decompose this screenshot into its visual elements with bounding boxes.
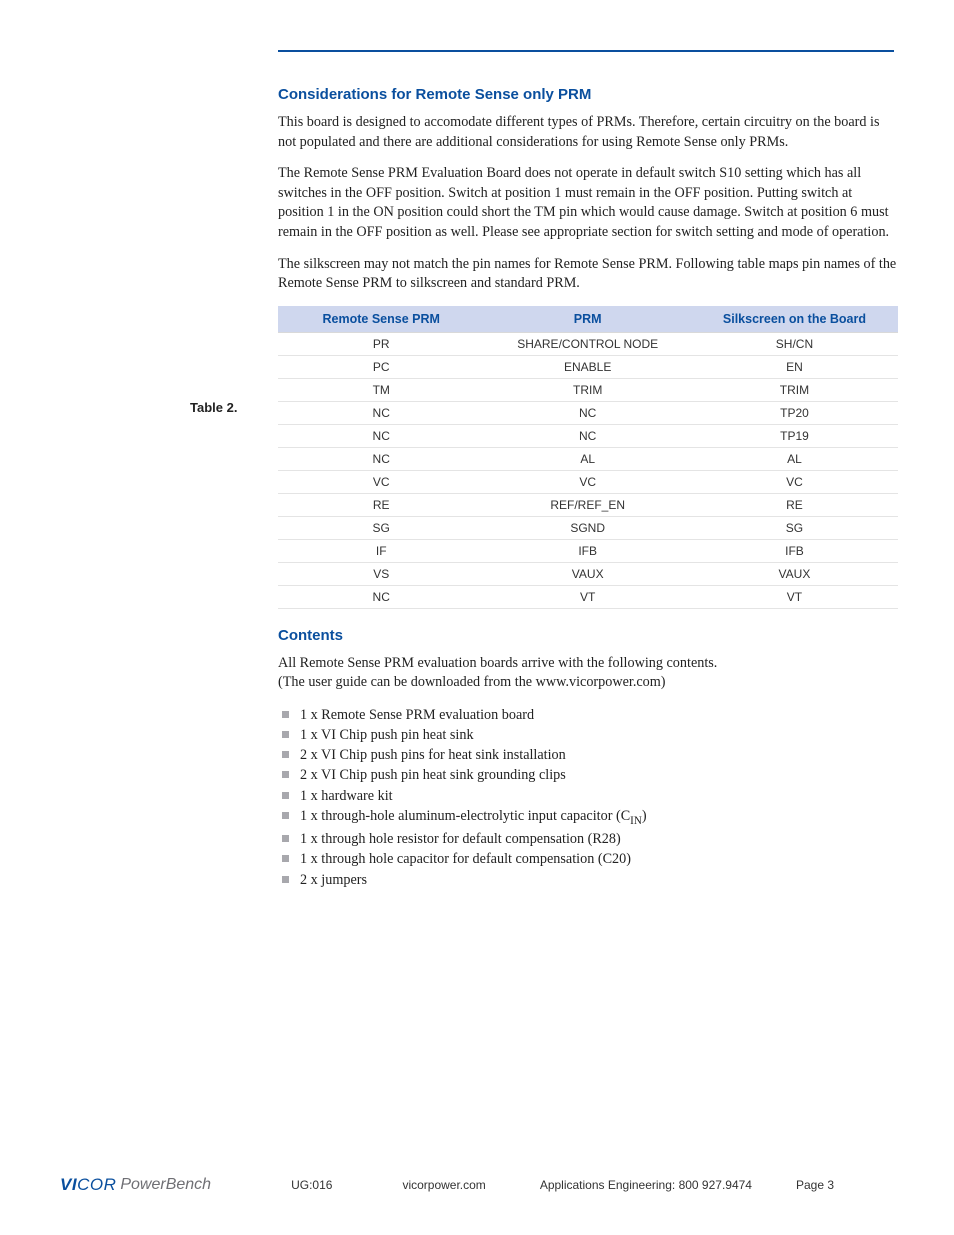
pin-mapping-table: Remote Sense PRM PRM Silkscreen on the B… (278, 306, 898, 609)
para-considerations-1: This board is designed to accomodate dif… (278, 113, 898, 152)
table-col-header: Silkscreen on the Board (691, 306, 898, 333)
footer-url: vicorpower.com (402, 1178, 485, 1192)
list-item: 1 x through hole capacitor for default c… (278, 849, 898, 869)
table-row: NCVTVT (278, 585, 898, 608)
table-cell: NC (484, 401, 690, 424)
table-row: VSVAUXVAUX (278, 562, 898, 585)
table-cell: AL (691, 447, 898, 470)
table-cell: VAUX (484, 562, 690, 585)
table-cell: RE (691, 493, 898, 516)
table-cell: VT (484, 585, 690, 608)
contents-list: 1 x Remote Sense PRM evaluation board1 x… (278, 705, 898, 890)
table-row: PRSHARE/CONTROL NODESH/CN (278, 332, 898, 355)
table-cell: RE (278, 493, 484, 516)
contents-intro-2: (The user guide can be downloaded from t… (278, 673, 898, 693)
table-cell: NC (278, 424, 484, 447)
table-cell: AL (484, 447, 690, 470)
table-cell: VC (691, 470, 898, 493)
table-cell: VC (278, 470, 484, 493)
table-cell: SHARE/CONTROL NODE (484, 332, 690, 355)
table-cell: TRIM (691, 378, 898, 401)
para-considerations-3: The silkscreen may not match the pin nam… (278, 255, 898, 294)
list-item: 1 x VI Chip push pin heat sink (278, 725, 898, 745)
top-rule (278, 50, 894, 52)
table-col-header: Remote Sense PRM (278, 306, 484, 333)
footer-engineering: Applications Engineering: 800 927.9474 (540, 1178, 752, 1192)
table-cell: NC (278, 585, 484, 608)
list-item: 1 x through-hole aluminum-electrolytic i… (278, 806, 898, 830)
footer-page-number: Page 3 (796, 1178, 834, 1192)
table-cell: TP19 (691, 424, 898, 447)
table-header-row: Remote Sense PRM PRM Silkscreen on the B… (278, 306, 898, 333)
table-cell: ENABLE (484, 355, 690, 378)
list-item: 2 x jumpers (278, 870, 898, 890)
page-footer: VICOR PowerBench UG:016 vicorpower.com A… (60, 1175, 894, 1195)
table-cell: NC (484, 424, 690, 447)
list-item: 1 x hardware kit (278, 786, 898, 806)
section-heading-contents: Contents (278, 627, 898, 644)
table-row: NCNCTP19 (278, 424, 898, 447)
contents-intro-1: All Remote Sense PRM evaluation boards a… (278, 654, 898, 674)
table-cell: NC (278, 447, 484, 470)
table-cell: SG (278, 516, 484, 539)
table-row: SGSGNDSG (278, 516, 898, 539)
table-cell: PC (278, 355, 484, 378)
section-heading-considerations: Considerations for Remote Sense only PRM (278, 86, 898, 103)
table-label: Table 2. (190, 400, 237, 415)
vicor-logo: VICOR PowerBench (60, 1175, 211, 1195)
table-row: NCNCTP20 (278, 401, 898, 424)
table-row: TMTRIMTRIM (278, 378, 898, 401)
table-row: REREF/REF_ENRE (278, 493, 898, 516)
list-item: 1 x Remote Sense PRM evaluation board (278, 705, 898, 725)
table-cell: VT (691, 585, 898, 608)
table-row: NCALAL (278, 447, 898, 470)
table-cell: VAUX (691, 562, 898, 585)
para-considerations-2: The Remote Sense PRM Evaluation Board do… (278, 164, 898, 242)
table-cell: TRIM (484, 378, 690, 401)
table-cell: SH/CN (691, 332, 898, 355)
table-cell: NC (278, 401, 484, 424)
table-col-header: PRM (484, 306, 690, 333)
table-cell: TP20 (691, 401, 898, 424)
table-row: PCENABLEEN (278, 355, 898, 378)
table-cell: VC (484, 470, 690, 493)
table-cell: IFB (484, 539, 690, 562)
table-cell: SG (691, 516, 898, 539)
table-cell: PR (278, 332, 484, 355)
table-cell: TM (278, 378, 484, 401)
table-row: IFIFBIFB (278, 539, 898, 562)
logo-vicor-text: VICOR (60, 1175, 116, 1195)
table-cell: VS (278, 562, 484, 585)
table-row: VCVCVC (278, 470, 898, 493)
list-item: 2 x VI Chip push pins for heat sink inst… (278, 745, 898, 765)
table-cell: SGND (484, 516, 690, 539)
list-item: 1 x through hole resistor for default co… (278, 829, 898, 849)
table-cell: IFB (691, 539, 898, 562)
table-cell: IF (278, 539, 484, 562)
table-cell: REF/REF_EN (484, 493, 690, 516)
list-item: 2 x VI Chip push pin heat sink grounding… (278, 765, 898, 785)
table-cell: EN (691, 355, 898, 378)
logo-powerbench-text: PowerBench (120, 1176, 211, 1194)
footer-doc-id: UG:016 (291, 1178, 332, 1192)
